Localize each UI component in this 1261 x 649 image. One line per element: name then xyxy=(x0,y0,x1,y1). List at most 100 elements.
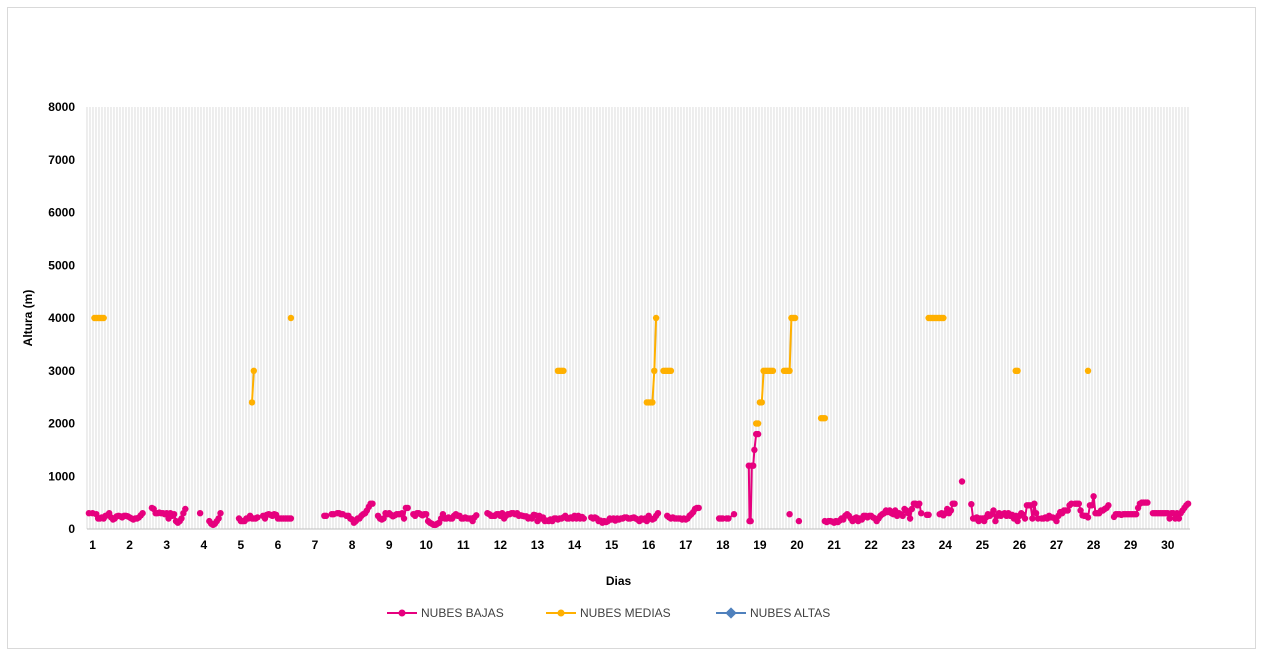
grid-lines xyxy=(87,107,1190,529)
data-point xyxy=(655,510,661,516)
data-point xyxy=(916,501,922,507)
data-point xyxy=(401,515,407,521)
data-point xyxy=(649,399,655,405)
data-point xyxy=(940,315,946,321)
data-point xyxy=(1185,501,1191,507)
x-tick-label: 2 xyxy=(126,538,133,552)
data-point xyxy=(748,518,754,524)
x-tick-label: 5 xyxy=(238,538,245,552)
data-point xyxy=(1031,501,1037,507)
data-point xyxy=(1089,502,1095,508)
data-point xyxy=(369,501,375,507)
data-point xyxy=(925,512,931,518)
data-point xyxy=(796,518,802,524)
data-point xyxy=(918,510,924,516)
x-tick-label: 19 xyxy=(753,538,767,552)
data-point xyxy=(731,511,737,517)
data-point xyxy=(182,506,188,512)
data-point xyxy=(139,510,145,516)
data-point xyxy=(751,447,757,453)
x-tick-label: 15 xyxy=(605,538,619,552)
x-tick-label: 11 xyxy=(457,538,470,552)
data-point xyxy=(1014,368,1020,374)
x-axis: 1 2 3 4 5 6 7 8 9 10 11 12 13 14 15 16 17 18 19 20 21 22 23 24 2… xyxy=(89,538,1175,552)
series-0 xyxy=(86,431,1192,528)
y-tick-label: 0 xyxy=(68,522,75,536)
x-tick-label: 1 xyxy=(89,538,96,552)
x-tick-label: 12 xyxy=(494,538,508,552)
legend-label: NUBES ALTAS xyxy=(750,606,830,620)
data-point xyxy=(581,515,587,521)
data-point xyxy=(171,511,177,517)
x-tick-label: 23 xyxy=(902,538,916,552)
x-tick-label: 30 xyxy=(1161,538,1175,552)
x-tick-label: 3 xyxy=(163,538,170,552)
x-tick-label: 28 xyxy=(1087,538,1101,552)
data-point xyxy=(959,478,965,484)
data-point xyxy=(1085,514,1091,520)
data-point xyxy=(251,368,257,374)
data-point xyxy=(786,511,792,517)
data-point xyxy=(1029,515,1035,521)
data-point xyxy=(1133,511,1139,517)
data-point xyxy=(197,510,203,516)
x-tick-label: 18 xyxy=(716,538,730,552)
y-tick-label: 6000 xyxy=(48,206,75,220)
data-point xyxy=(1105,502,1111,508)
data-point xyxy=(786,368,792,374)
data-point xyxy=(668,368,674,374)
data-point xyxy=(990,507,996,513)
y-tick-label: 5000 xyxy=(48,258,75,272)
legend-marker xyxy=(725,607,736,618)
y-axis-title: Altura (m) xyxy=(21,290,35,347)
x-tick-label: 4 xyxy=(200,538,207,552)
data-point xyxy=(423,511,429,517)
data-point xyxy=(792,315,798,321)
y-axis: 0 1000 2000 3000 4000 5000 6000 7000 8000 xyxy=(48,100,75,536)
x-tick-label: 17 xyxy=(679,538,693,552)
data-point xyxy=(288,315,294,321)
x-tick-label: 20 xyxy=(790,538,804,552)
x-axis-title: Dias xyxy=(606,574,632,588)
legend-marker xyxy=(399,610,406,617)
data-point xyxy=(1076,501,1082,507)
data-point xyxy=(755,420,761,426)
y-tick-label: 8000 xyxy=(48,100,75,114)
data-point xyxy=(907,515,913,521)
data-point xyxy=(968,501,974,507)
y-tick-label: 1000 xyxy=(48,469,75,483)
data-point xyxy=(1085,368,1091,374)
data-point xyxy=(1022,515,1028,521)
plot-area xyxy=(86,315,1192,528)
data-point xyxy=(948,507,954,513)
x-tick-label: 21 xyxy=(827,538,841,552)
data-point xyxy=(951,501,957,507)
data-point xyxy=(217,510,223,516)
data-point xyxy=(755,431,761,437)
y-tick-label: 4000 xyxy=(48,311,75,325)
x-tick-label: 24 xyxy=(939,538,953,552)
x-tick-label: 26 xyxy=(1013,538,1027,552)
data-point xyxy=(560,368,566,374)
data-point xyxy=(101,315,107,321)
data-point xyxy=(750,463,756,469)
x-tick-label: 29 xyxy=(1124,538,1138,552)
x-tick-label: 13 xyxy=(531,538,545,552)
x-tick-label: 14 xyxy=(568,538,582,552)
data-point xyxy=(653,315,659,321)
x-tick-label: 8 xyxy=(349,538,356,552)
y-tick-label: 3000 xyxy=(48,364,75,378)
x-tick-label: 7 xyxy=(312,538,319,552)
data-point xyxy=(473,512,479,518)
data-point xyxy=(725,515,731,521)
x-tick-label: 9 xyxy=(386,538,393,552)
x-tick-label: 10 xyxy=(420,538,434,552)
x-tick-label: 6 xyxy=(275,538,282,552)
x-tick-label: 22 xyxy=(864,538,878,552)
data-point xyxy=(254,514,260,520)
x-tick-label: 16 xyxy=(642,538,656,552)
data-point xyxy=(651,368,657,374)
legend-marker xyxy=(558,610,565,617)
legend-label: NUBES MEDIAS xyxy=(580,606,671,620)
